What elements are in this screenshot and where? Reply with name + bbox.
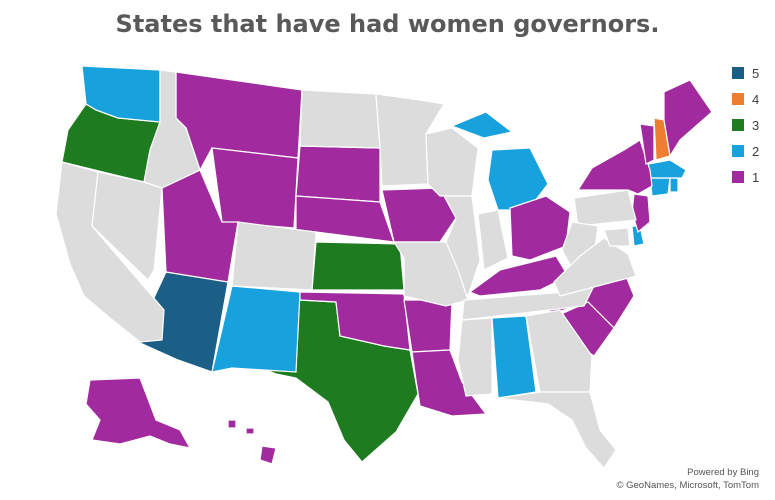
state-maryland (603, 227, 631, 247)
state-rhode-island (669, 177, 679, 193)
state-north-dakota (299, 89, 381, 149)
state-new-mexico (211, 285, 301, 373)
state-maine (663, 79, 713, 158)
state-massachusetts (647, 159, 687, 179)
state-pennsylvania (573, 189, 637, 227)
legend-item: 1 (732, 164, 759, 190)
state-alaska (85, 377, 192, 449)
legend-label: 4 (752, 91, 760, 107)
state-iowa (381, 187, 457, 243)
map-title: States that have had women governors. (115, 10, 660, 38)
state-new-york (576, 139, 653, 195)
legend-item: 4 (732, 86, 759, 112)
state-idaho (143, 69, 201, 189)
legend-label: 5 (752, 65, 760, 81)
state-colorado (231, 221, 317, 291)
state-mississippi (457, 317, 493, 397)
state-vermont (639, 123, 655, 165)
legend-label: 1 (752, 169, 760, 185)
state-nebraska (295, 195, 395, 243)
state-wisconsin (425, 127, 479, 197)
legend-swatch (732, 67, 744, 79)
state-wyoming (211, 147, 299, 229)
legend-swatch (732, 119, 744, 131)
legend-label: 3 (752, 117, 760, 133)
legend-item: 2 (732, 138, 759, 164)
state-missouri (392, 241, 469, 307)
legend-swatch (732, 93, 744, 105)
legend-item: 5 (732, 60, 759, 86)
legend-swatch (732, 171, 744, 183)
state-connecticut (649, 177, 671, 197)
state-georgia (525, 309, 593, 393)
state-florida (497, 391, 617, 469)
legend-label: 2 (752, 143, 760, 159)
map-legend: 5 4 3 2 1 (732, 60, 759, 190)
state-kentucky (468, 255, 569, 297)
credits-text: © GeoNames, Microsoft, TomTom (616, 480, 760, 491)
state-ohio (509, 195, 571, 261)
state-hawaii (227, 419, 277, 465)
state-arkansas (403, 299, 453, 353)
legend-item: 3 (732, 112, 759, 138)
state-louisiana (411, 349, 488, 417)
state-virginia (553, 237, 637, 297)
powered-by-text: Powered by Bing (687, 467, 759, 478)
state-indiana (477, 209, 509, 271)
map-attribution: Powered by Bing © GeoNames, Microsoft, T… (617, 466, 760, 492)
state-kansas (311, 241, 405, 291)
state-south-dakota (295, 145, 381, 203)
legend-swatch (732, 145, 744, 157)
